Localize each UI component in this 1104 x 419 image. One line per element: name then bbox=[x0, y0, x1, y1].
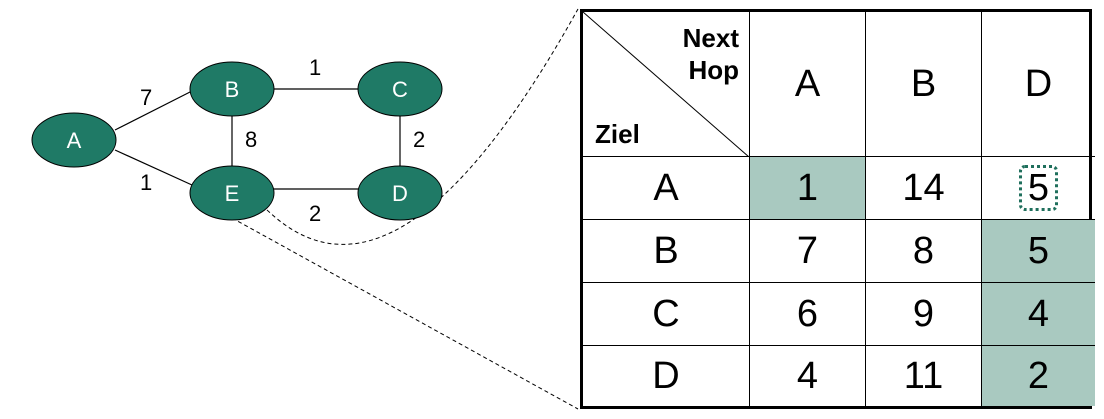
column-header-b: B bbox=[866, 12, 982, 157]
cell-d-b: 11 bbox=[866, 346, 982, 406]
weight-b-e: 8 bbox=[245, 127, 257, 152]
cell-a-a: 1 bbox=[750, 157, 866, 220]
cell-b-a: 7 bbox=[750, 220, 866, 283]
weight-b-c: 1 bbox=[309, 55, 321, 80]
node-label-c: C bbox=[392, 77, 408, 102]
row-header-c: C bbox=[583, 283, 750, 346]
cell-d-a: 4 bbox=[750, 346, 866, 406]
routing-table: Next Hop Ziel A B D A 1 14 5 B 7 8 5 C 6 … bbox=[580, 9, 1095, 409]
node-a: A bbox=[31, 112, 117, 168]
row-header-b: B bbox=[583, 220, 750, 283]
column-header-a: A bbox=[750, 12, 866, 157]
cell-b-d: 5 bbox=[982, 220, 1095, 283]
edge-a-e bbox=[114, 149, 193, 186]
node-d: D bbox=[357, 165, 443, 221]
dotted-marker: 5 bbox=[1018, 165, 1059, 211]
table-corner-header: Next Hop Ziel bbox=[583, 12, 750, 157]
node-label-b: B bbox=[225, 77, 240, 102]
node-label-d: D bbox=[392, 181, 408, 206]
node-e: E bbox=[189, 165, 275, 221]
node-c: C bbox=[357, 61, 443, 117]
cell-c-a: 6 bbox=[750, 283, 866, 346]
row-header-d: D bbox=[583, 346, 750, 406]
ziel-header: Ziel bbox=[595, 119, 640, 149]
cell-b-b: 8 bbox=[866, 220, 982, 283]
cell-c-d: 4 bbox=[982, 283, 1095, 346]
next-hop-header: Next Hop bbox=[682, 23, 739, 85]
callout-line-top bbox=[261, 8, 579, 245]
cell-d-d: 2 bbox=[982, 346, 1095, 406]
node-label-a: A bbox=[67, 128, 82, 153]
weight-e-d: 2 bbox=[309, 201, 321, 226]
callout-line-bottom bbox=[231, 217, 579, 410]
weight-c-d: 2 bbox=[413, 127, 425, 152]
weight-a-e: 1 bbox=[140, 170, 152, 195]
node-b: B bbox=[189, 61, 275, 117]
weight-a-b: 7 bbox=[140, 85, 152, 110]
edge-a-b bbox=[114, 90, 193, 131]
cell-a-d: 5 bbox=[982, 157, 1095, 220]
row-header-a: A bbox=[583, 157, 750, 220]
column-header-d: D bbox=[982, 12, 1095, 157]
cell-a-b: 14 bbox=[866, 157, 982, 220]
cell-c-b: 9 bbox=[866, 283, 982, 346]
corner-diagonal-line bbox=[583, 12, 749, 156]
node-label-e: E bbox=[225, 181, 240, 206]
